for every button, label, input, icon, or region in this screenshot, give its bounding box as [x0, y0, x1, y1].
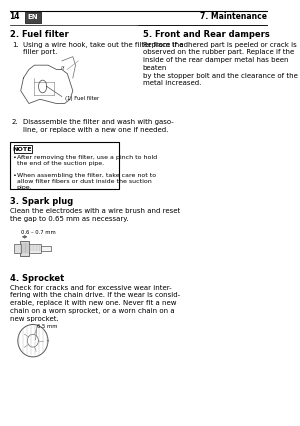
Bar [10, 59, 112, 114]
Text: Disassemble the filter and wash with gaso-
line, or replace with a new one if ne: Disassemble the filter and wash with gas… [23, 119, 173, 133]
Text: 4. Sprocket: 4. Sprocket [10, 274, 64, 283]
Text: •: • [13, 155, 17, 160]
FancyBboxPatch shape [41, 246, 51, 251]
FancyBboxPatch shape [20, 241, 29, 256]
Text: Clean the electrodes with a wire brush and reset
the gap to 0.65 mm as necessary: Clean the electrodes with a wire brush a… [10, 208, 180, 222]
Bar [10, 225, 119, 268]
Text: Using a wire hook, take out the filter from the
filler port.: Using a wire hook, take out the filter f… [23, 42, 183, 55]
Text: •: • [13, 173, 17, 178]
Text: When assembling the filter, take care not to
allow filter fibers or dust inside : When assembling the filter, take care no… [17, 173, 156, 190]
Text: Pi: Pi [61, 66, 65, 71]
Bar [25, 12, 41, 23]
Text: 2. Fuel filter: 2. Fuel filter [10, 30, 68, 39]
FancyBboxPatch shape [28, 244, 41, 253]
Text: 0.6 – 0.7 mm: 0.6 – 0.7 mm [21, 230, 56, 235]
Text: 6.5 mm: 6.5 mm [38, 324, 58, 329]
Bar [10, 142, 119, 189]
Text: 14: 14 [10, 12, 20, 20]
FancyBboxPatch shape [14, 244, 21, 253]
Text: EN: EN [28, 14, 38, 20]
Bar [14, 145, 32, 153]
Text: After removing the filter, use a pinch to hold
the end of the suction pipe.: After removing the filter, use a pinch t… [17, 155, 157, 166]
Text: Check for cracks and for excessive wear inter-
fering with the chain drive. If t: Check for cracks and for excessive wear … [10, 285, 180, 322]
Text: 3. Spark plug: 3. Spark plug [10, 197, 73, 206]
Text: Replace if adhered part is peeled or crack is
observed on the rubber part. Repla: Replace if adhered part is peeled or cra… [142, 42, 297, 86]
Bar [10, 321, 122, 357]
Text: (1) Fuel filter: (1) Fuel filter [64, 96, 99, 101]
Text: 1.: 1. [12, 42, 19, 48]
Text: 5. Front and Rear dampers: 5. Front and Rear dampers [142, 30, 269, 39]
Text: NOTE: NOTE [13, 147, 32, 152]
Text: 2.: 2. [12, 119, 18, 125]
Text: 7. Maintenance: 7. Maintenance [200, 12, 267, 20]
